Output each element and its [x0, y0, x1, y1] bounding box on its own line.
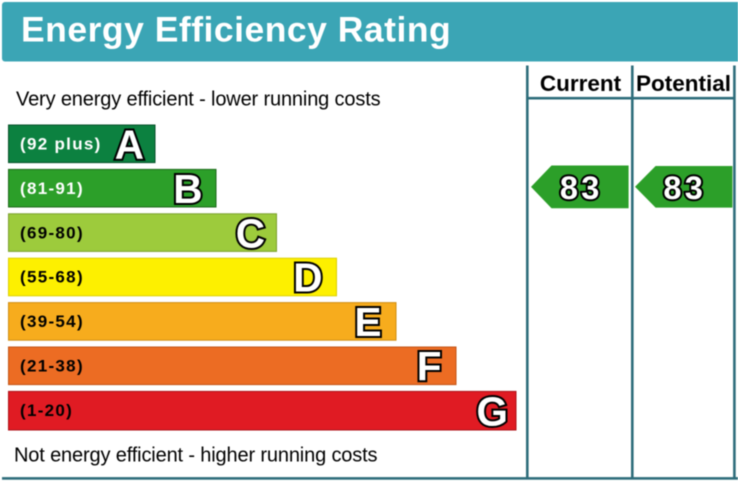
svg-text:F: F — [417, 344, 442, 390]
svg-text:(39-54): (39-54) — [20, 312, 84, 331]
svg-text:B: B — [173, 166, 202, 212]
svg-text:(69-80): (69-80) — [20, 223, 84, 242]
svg-text:D: D — [293, 255, 322, 301]
svg-text:(55-68): (55-68) — [20, 268, 84, 287]
svg-text:Potential: Potential — [636, 71, 731, 96]
svg-text:Current: Current — [540, 71, 622, 96]
svg-text:(21-38): (21-38) — [20, 357, 84, 376]
svg-text:C: C — [236, 210, 265, 256]
svg-text:Very energy efficient - lower: Very energy efficient - lower running co… — [16, 88, 381, 110]
svg-text:A: A — [115, 122, 144, 168]
svg-text:(1-20): (1-20) — [20, 401, 73, 420]
svg-text:Not energy efficient - higher: Not energy efficient - higher running co… — [14, 445, 378, 467]
svg-text:(81-91): (81-91) — [20, 179, 84, 198]
svg-text:Energy Efficiency Rating: Energy Efficiency Rating — [21, 10, 451, 50]
svg-text:(92 plus): (92 plus) — [20, 135, 102, 154]
svg-text:E: E — [354, 299, 381, 345]
svg-text:83: 83 — [663, 170, 706, 206]
svg-text:G: G — [476, 388, 508, 434]
svg-text:83: 83 — [560, 170, 603, 206]
